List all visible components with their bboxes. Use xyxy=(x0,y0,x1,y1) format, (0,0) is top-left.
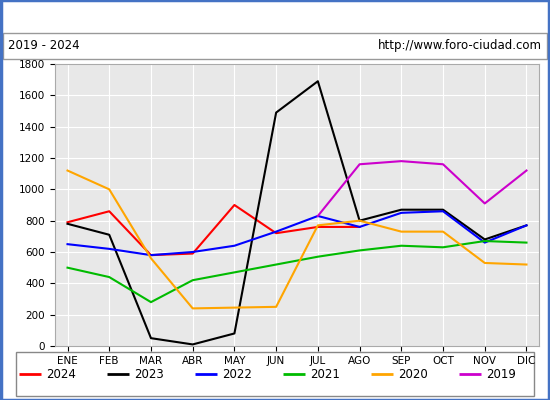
Text: 2019 - 2024: 2019 - 2024 xyxy=(8,40,80,52)
Text: 2021: 2021 xyxy=(310,368,340,380)
Text: 2023: 2023 xyxy=(134,368,164,380)
FancyBboxPatch shape xyxy=(16,352,534,396)
Text: 2019: 2019 xyxy=(486,368,516,380)
FancyBboxPatch shape xyxy=(3,33,547,58)
Text: 2024: 2024 xyxy=(46,368,76,380)
Text: Evolucion Nº Turistas Nacionales en el municipio de Sevilla la Nueva: Evolucion Nº Turistas Nacionales en el m… xyxy=(36,10,514,22)
Text: http://www.foro-ciudad.com: http://www.foro-ciudad.com xyxy=(378,40,542,52)
Text: 2020: 2020 xyxy=(398,368,428,380)
Text: 2022: 2022 xyxy=(222,368,252,380)
